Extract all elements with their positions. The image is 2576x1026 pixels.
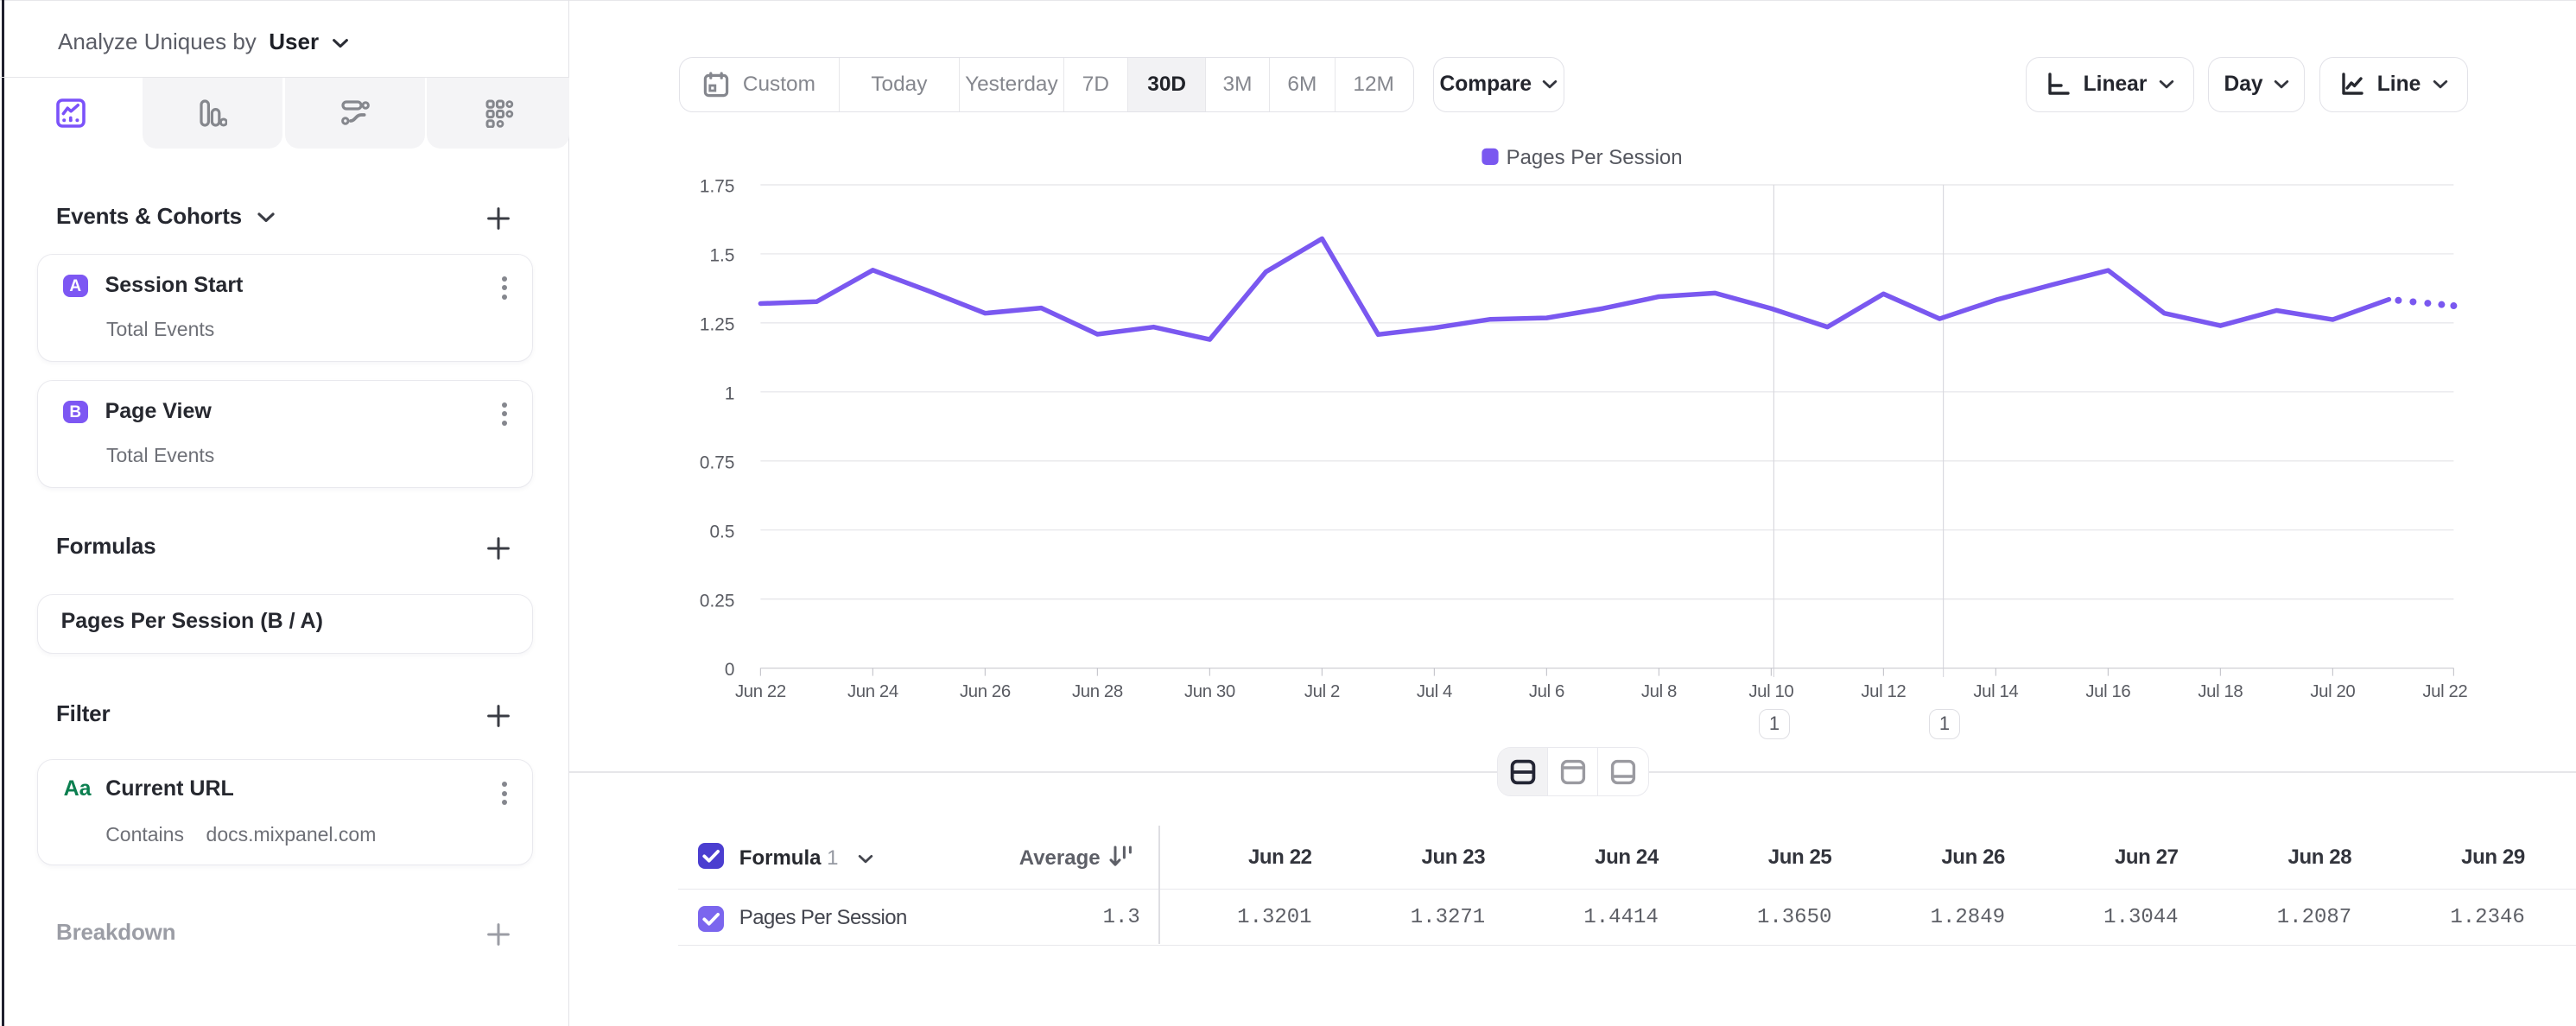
- svg-text:Jul 12: Jul 12: [1861, 682, 1906, 701]
- svg-text:Jul 8: Jul 8: [1640, 682, 1676, 701]
- svg-text:Jul 4: Jul 4: [1416, 682, 1451, 701]
- svg-text:Jul 6: Jul 6: [1528, 682, 1564, 701]
- svg-text:0.75: 0.75: [700, 453, 734, 472]
- svg-text:1.5: 1.5: [709, 246, 734, 266]
- svg-text:0.5: 0.5: [709, 522, 734, 542]
- svg-text:1.25: 1.25: [700, 314, 734, 334]
- svg-text:0: 0: [724, 660, 734, 680]
- svg-text:Pages Per Session: Pages Per Session: [1506, 146, 1682, 169]
- svg-text:Jun 22: Jun 22: [735, 682, 786, 701]
- svg-text:Jul 18: Jul 18: [2198, 682, 2243, 701]
- svg-text:Jul 20: Jul 20: [2310, 682, 2355, 701]
- svg-text:Jul 14: Jul 14: [1973, 682, 2018, 701]
- svg-text:Jun 28: Jun 28: [1072, 682, 1123, 701]
- svg-text:Jul 16: Jul 16: [2085, 682, 2130, 701]
- svg-text:Jul 10: Jul 10: [1748, 682, 1793, 701]
- svg-text:Jun 26: Jun 26: [960, 682, 1011, 701]
- svg-text:Jul 2: Jul 2: [1304, 682, 1339, 701]
- svg-text:1: 1: [724, 383, 734, 403]
- svg-text:Jul 22: Jul 22: [2422, 682, 2467, 701]
- svg-text:0.25: 0.25: [700, 591, 734, 611]
- svg-text:Jun 24: Jun 24: [847, 682, 898, 701]
- svg-text:Jun 30: Jun 30: [1184, 682, 1235, 701]
- svg-text:1.75: 1.75: [700, 177, 734, 197]
